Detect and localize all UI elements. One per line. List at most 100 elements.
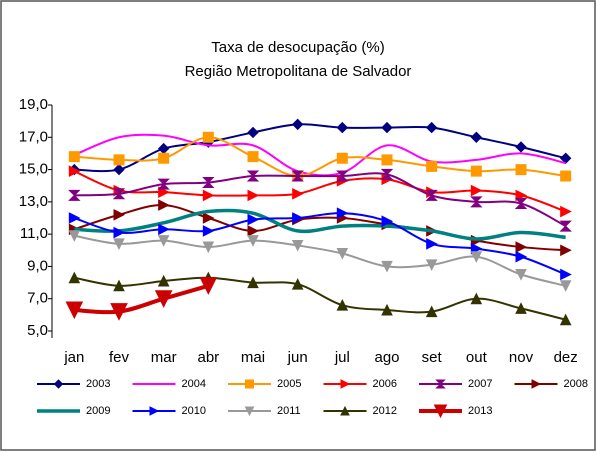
series-line: [74, 172, 567, 227]
marker: [425, 305, 438, 318]
marker: [560, 205, 572, 218]
marker: [158, 223, 170, 236]
x-tick-label: jun: [287, 349, 308, 366]
marker: [68, 212, 81, 224]
marker: [559, 220, 572, 232]
marker: [157, 235, 170, 247]
marker: [470, 196, 483, 208]
marker: [158, 186, 170, 198]
series-line: [74, 276, 566, 321]
marker: [515, 241, 528, 253]
x-tick-label: fev: [109, 349, 130, 366]
marker: [381, 154, 393, 166]
marker: [381, 215, 394, 228]
marker: [112, 188, 126, 200]
marker: [202, 241, 215, 254]
x-tick-label: abr: [197, 349, 219, 366]
marker: [68, 165, 81, 177]
marker: [515, 189, 528, 202]
marker: [560, 170, 572, 182]
marker: [336, 170, 349, 182]
marker: [244, 406, 255, 417]
marker: [68, 189, 81, 201]
marker: [559, 280, 572, 292]
marker: [470, 131, 483, 143]
marker: [113, 208, 126, 221]
marker: [291, 278, 304, 290]
marker: [291, 239, 304, 252]
marker: [381, 121, 393, 134]
marker: [247, 126, 259, 139]
marker: [154, 290, 173, 308]
x-tick-label: mar: [151, 349, 177, 366]
y-tick-label: 13,0: [19, 193, 48, 210]
marker: [110, 303, 128, 321]
chart-title: Taxa de desocupação (%): [211, 39, 384, 56]
marker: [149, 406, 160, 416]
legend-label: 2009: [86, 405, 110, 417]
legend-label: 2008: [564, 378, 588, 390]
x-tick-label: dez: [554, 349, 578, 366]
marker: [470, 251, 483, 263]
marker: [336, 152, 348, 164]
legend-label: 2011: [277, 405, 301, 417]
x-tick-label: jul: [334, 349, 350, 366]
x-tick-label: nov: [509, 349, 534, 366]
x-tick-label: jan: [63, 349, 84, 366]
series-line: [74, 208, 566, 241]
marker: [199, 277, 218, 295]
marker: [113, 163, 125, 176]
legend-label: 2004: [182, 378, 206, 390]
marker: [247, 235, 259, 247]
series-line: [74, 234, 566, 287]
marker: [247, 225, 260, 237]
series-line: [74, 283, 209, 315]
marker: [425, 189, 438, 201]
marker: [68, 230, 81, 242]
marker: [292, 212, 304, 224]
marker: [531, 379, 542, 389]
y-tick-label: 19,0: [19, 96, 48, 113]
marker: [336, 248, 349, 260]
x-tick-label: set: [422, 349, 443, 366]
marker: [515, 302, 527, 314]
marker: [381, 303, 393, 316]
legend-label: 2006: [373, 378, 397, 390]
x-tick-label: mai: [241, 349, 265, 366]
legend-label: 2007: [468, 378, 492, 390]
marker: [560, 268, 572, 281]
marker: [68, 151, 80, 163]
marker: [560, 244, 572, 257]
marker: [245, 379, 254, 389]
marker: [113, 226, 126, 239]
marker: [157, 274, 170, 287]
marker: [435, 379, 446, 389]
marker: [291, 118, 304, 131]
marker: [202, 212, 215, 224]
marker: [158, 199, 170, 211]
marker: [247, 189, 260, 202]
chart-subtitle: Região Metropolitana de Salvador: [185, 63, 412, 80]
y-tick-label: 17,0: [19, 128, 48, 145]
marker: [340, 379, 351, 389]
marker: [247, 151, 259, 163]
marker: [157, 178, 170, 190]
marker: [202, 225, 215, 237]
x-tick-label: out: [466, 349, 488, 366]
legend-label: 2013: [468, 405, 492, 417]
marker: [470, 184, 483, 197]
marker: [559, 152, 572, 164]
marker: [380, 168, 394, 180]
marker: [202, 131, 214, 143]
marker: [559, 313, 572, 326]
marker: [515, 269, 527, 281]
marker: [246, 170, 260, 182]
marker: [425, 121, 438, 134]
marker: [470, 242, 483, 255]
marker: [515, 141, 527, 153]
marker: [340, 405, 350, 416]
marker: [470, 165, 482, 177]
marker: [425, 259, 438, 271]
